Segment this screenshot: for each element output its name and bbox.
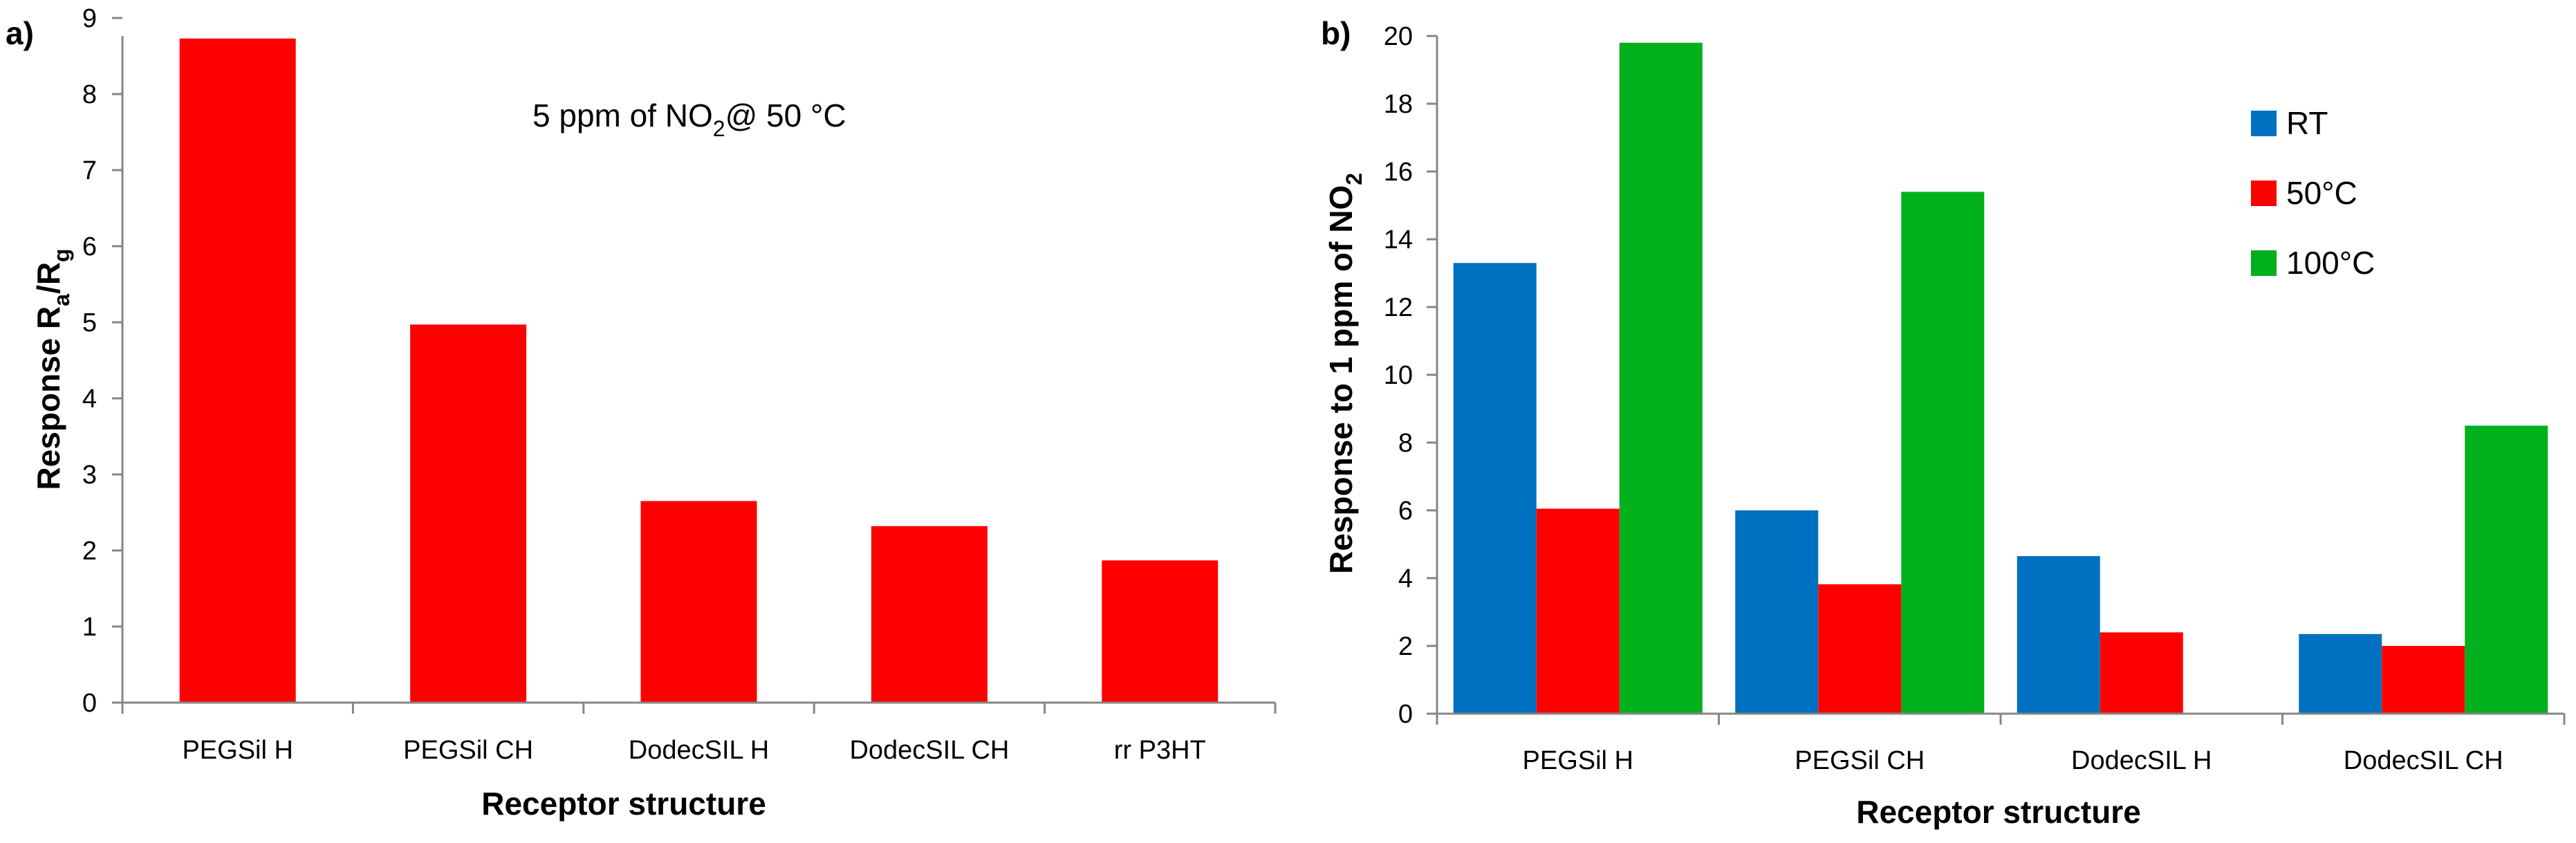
y-tick-label: 20 xyxy=(1384,22,1413,51)
y-tick-label: 2 xyxy=(82,537,97,566)
y-tick-label: 6 xyxy=(1398,497,1413,526)
bar-dodecsil-ch xyxy=(871,526,988,703)
annotation-a: 5 ppm of NO2@ 50 °C xyxy=(532,98,846,141)
legend-b: RT 50°C 100°C xyxy=(2251,105,2375,281)
y-tick-label: 4 xyxy=(1398,564,1413,593)
bars-a xyxy=(179,38,1218,703)
chart-panel-a: a) 5 ppm of NO2@ 50 °C 0 1 2 3 4 5 6 7 8 9 PEGSil… xyxy=(6,4,1277,822)
bar-rt-dodecsil-h xyxy=(2017,556,2100,714)
x-tick-label: PEGSil H xyxy=(1523,746,1633,775)
bar-50c-pegsil-h xyxy=(1536,508,1620,714)
bar-pegsil-ch xyxy=(410,324,527,703)
x-axis-title-b: Receptor structure xyxy=(1856,794,2141,830)
y-axis-title-b: Response to 1 ppm of NO2 xyxy=(1323,173,1366,574)
y-tick-label: 1 xyxy=(82,613,97,642)
x-axis-title-a: Receptor structure xyxy=(481,786,766,822)
y-tick-label: 6 xyxy=(82,232,97,261)
y-tick-label: 10 xyxy=(1384,361,1413,390)
bar-50c-pegsil-ch xyxy=(1818,584,1902,714)
y-tick-label: 8 xyxy=(82,80,97,109)
x-ticks-b: PEGSil H PEGSil CH DodecSIL H DodecSIL CH xyxy=(1436,714,2566,775)
y-tick-label: 0 xyxy=(1398,700,1413,729)
bar-50c-dodecsil-ch xyxy=(2382,646,2465,714)
bar-rt-pegsil-h xyxy=(1453,263,1537,714)
y-tick-label: 14 xyxy=(1384,225,1413,254)
y-tick-label: 0 xyxy=(82,689,97,718)
x-ticks-a: PEGSil H PEGSil CH DodecSIL H DodecSIL CH rr… xyxy=(121,703,1277,765)
y-tick-label: 2 xyxy=(1398,632,1413,661)
bars-b xyxy=(1453,42,2548,714)
bar-dodecsil-h xyxy=(640,501,757,703)
bar-rt-pegsil-ch xyxy=(1735,510,1819,714)
chart-panel-b: b) 0 2 4 6 8 10 12 14 16 18 20 PEGSil H PEGSil CH Do… xyxy=(1321,15,2566,830)
y-tick-label: 18 xyxy=(1384,90,1413,119)
bar-100c-pegsil-h xyxy=(1619,42,1703,714)
y-ticks-a: 0 1 2 3 4 5 6 7 8 9 xyxy=(82,4,122,718)
y-tick-label: 3 xyxy=(82,461,97,490)
y-axis-title-a: Response Ra/Rg xyxy=(30,248,74,490)
x-tick-label: PEGSil CH xyxy=(403,736,533,765)
legend-label: 50°C xyxy=(2286,175,2357,211)
y-tick-label: 8 xyxy=(1398,429,1413,458)
bar-rt-dodecsil-ch xyxy=(2299,633,2382,714)
y-tick-label: 12 xyxy=(1384,293,1413,322)
bar-100c-pegsil-ch xyxy=(1901,192,1985,714)
y-tick-label: 7 xyxy=(82,156,97,185)
legend-label: 100°C xyxy=(2286,245,2375,281)
x-tick-label: DodecSIL CH xyxy=(849,736,1009,765)
bar-pegsil-h xyxy=(179,38,296,703)
bar-50c-dodecsil-h xyxy=(2100,632,2183,714)
y-ticks-b: 0 2 4 6 8 10 12 14 16 18 20 xyxy=(1384,22,1437,729)
y-tick-label: 4 xyxy=(82,385,97,414)
y-tick-label: 5 xyxy=(82,308,97,337)
bar-rr-p3ht xyxy=(1102,560,1218,703)
x-tick-label: DodecSIL H xyxy=(2071,746,2212,775)
legend-swatch xyxy=(2251,111,2277,136)
panel-label-b: b) xyxy=(1321,15,1351,51)
bar-100c-dodecsil-ch xyxy=(2465,425,2548,714)
y-tick-label: 16 xyxy=(1384,158,1413,187)
x-tick-label: DodecSIL H xyxy=(629,736,769,765)
x-tick-label: PEGSil CH xyxy=(1795,746,1925,775)
legend-label: RT xyxy=(2286,105,2328,141)
panel-label-a: a) xyxy=(6,15,34,51)
y-tick-label: 9 xyxy=(82,4,97,33)
x-tick-label: DodecSIL CH xyxy=(2344,746,2503,775)
legend-swatch xyxy=(2251,180,2277,206)
x-tick-label: PEGSil H xyxy=(182,736,293,765)
legend-swatch xyxy=(2251,250,2277,276)
x-tick-label: rr P3HT xyxy=(1114,736,1206,765)
